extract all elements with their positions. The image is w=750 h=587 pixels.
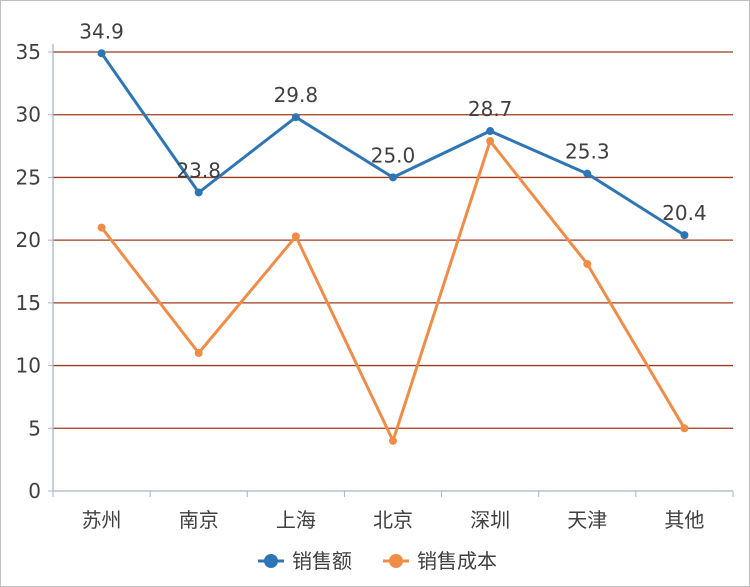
y-tick-label: 10 bbox=[16, 354, 41, 378]
y-tick-label: 30 bbox=[16, 103, 41, 127]
y-tick-label: 20 bbox=[16, 228, 41, 252]
y-tick-label: 15 bbox=[16, 291, 41, 315]
data-label: 25.3 bbox=[565, 140, 610, 164]
x-tick-label: 深圳 bbox=[470, 508, 510, 532]
data-point bbox=[486, 127, 495, 136]
axes bbox=[48, 44, 734, 497]
data-label: 25.0 bbox=[371, 143, 416, 167]
x-tick-label: 天津 bbox=[567, 508, 607, 532]
data-point bbox=[389, 436, 397, 445]
data-point bbox=[680, 231, 689, 240]
data-point bbox=[291, 113, 300, 122]
series-lines bbox=[97, 49, 689, 445]
data-label: 29.8 bbox=[274, 83, 319, 107]
data-label: 34.9 bbox=[79, 19, 124, 43]
data-point bbox=[194, 188, 203, 197]
data-labels: 34.9 23.8 29.8 25.0 28.7 25.3 20.4 bbox=[79, 19, 706, 225]
series-line-1 bbox=[100, 139, 686, 443]
legend-label: 销售成本 bbox=[417, 549, 497, 573]
legend-swatch-marker bbox=[264, 554, 278, 568]
data-point bbox=[680, 424, 689, 433]
data-point bbox=[583, 169, 592, 178]
x-tick-label: 苏州 bbox=[82, 508, 122, 532]
data-point bbox=[583, 259, 592, 268]
data-point bbox=[486, 137, 495, 146]
data-point bbox=[389, 173, 397, 182]
x-tick-label: 北京 bbox=[373, 508, 413, 532]
y-tick-label: 0 bbox=[28, 479, 41, 503]
y-tick-labels: 0 5 10 15 20 25 30 35 bbox=[16, 40, 41, 503]
y-tick-label: 5 bbox=[28, 416, 41, 440]
data-point bbox=[194, 349, 203, 358]
gridlines bbox=[53, 51, 733, 429]
x-tick-labels: 苏州 南京 上海 北京 深圳 天津 其他 bbox=[82, 508, 705, 532]
y-tick-label: 25 bbox=[16, 165, 41, 189]
data-label: 23.8 bbox=[176, 158, 221, 182]
legend: 销售额 销售成本 bbox=[258, 549, 497, 573]
x-tick-label: 其他 bbox=[664, 508, 704, 532]
data-point bbox=[291, 232, 300, 241]
data-label: 20.4 bbox=[662, 201, 707, 225]
data-point bbox=[97, 49, 106, 58]
data-label: 28.7 bbox=[468, 97, 513, 121]
x-tick-label: 上海 bbox=[276, 508, 316, 532]
data-point bbox=[97, 223, 106, 232]
legend-label: 销售额 bbox=[292, 549, 352, 573]
x-tick-label: 南京 bbox=[179, 508, 219, 532]
legend-swatch-marker bbox=[389, 554, 403, 568]
y-tick-label: 35 bbox=[16, 40, 41, 64]
